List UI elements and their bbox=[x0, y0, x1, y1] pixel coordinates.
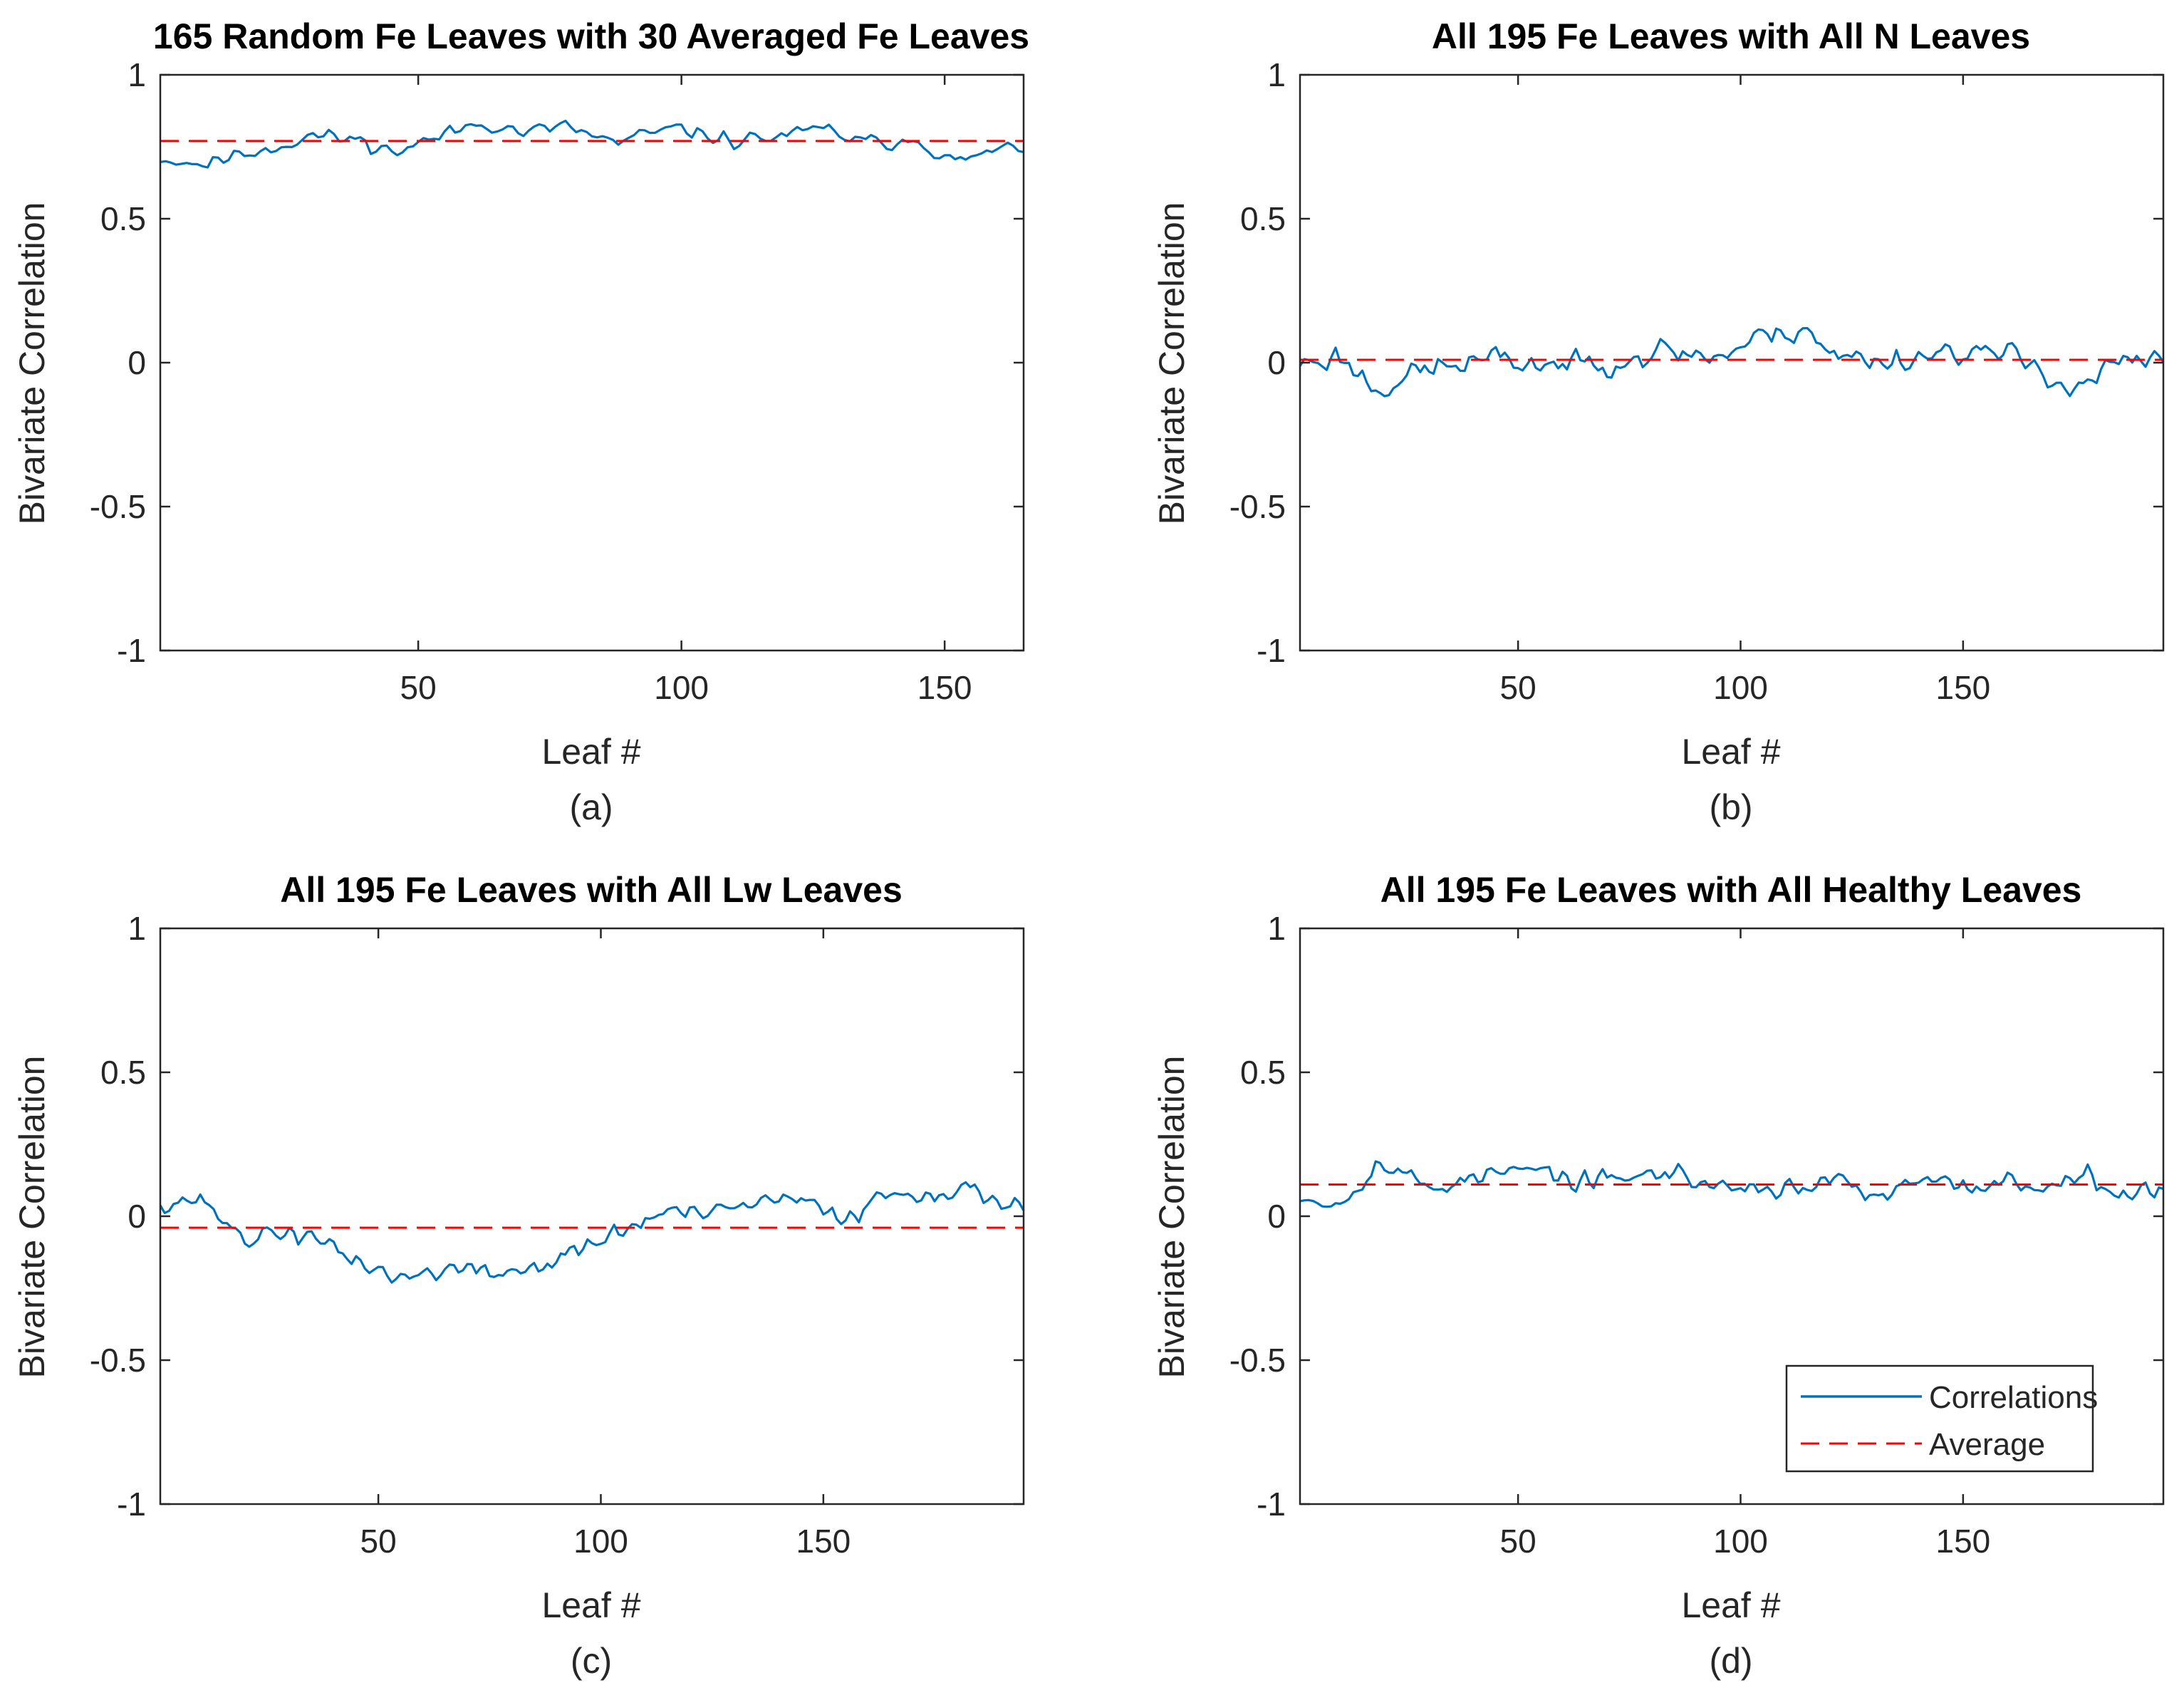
panel-c: All 195 Fe Leaves with All Lw Leaves 50 1… bbox=[12, 870, 1025, 1681]
panel-d-xlabel: Leaf # bbox=[1681, 1585, 1780, 1625]
panel-b-ytick-label: 1 bbox=[1267, 56, 1286, 93]
legend: Correlations Average bbox=[1785, 1364, 2098, 1473]
panel-c-correlations-line bbox=[159, 1181, 1025, 1284]
panel-d-ylabel: Bivariate Correlation bbox=[1152, 1056, 1192, 1379]
panel-d-caption: (d) bbox=[1709, 1641, 1752, 1681]
panel-b-axes-box bbox=[1299, 73, 2165, 652]
panel-d-title: All 195 Fe Leaves with All Healthy Leave… bbox=[1380, 870, 2082, 910]
panel-a-xtick-label: 100 bbox=[654, 669, 709, 706]
panel-c-ytick-label: -0.5 bbox=[90, 1342, 146, 1379]
panel-d-ytick-label: 1 bbox=[1267, 910, 1286, 947]
panel-d-ytick-label: -0.5 bbox=[1229, 1342, 1286, 1379]
panel-a-xtick-label: 150 bbox=[917, 669, 972, 706]
panel-b-xtick-label: 100 bbox=[1713, 669, 1768, 706]
panel-c-xtick-label: 150 bbox=[796, 1523, 851, 1560]
panel-c-ytick-label: -1 bbox=[117, 1486, 146, 1523]
panel-c-ylabel: Bivariate Correlation bbox=[12, 1056, 52, 1379]
legend-box bbox=[1785, 1364, 2094, 1473]
panel-c-xtick-label: 50 bbox=[360, 1523, 397, 1560]
panel-a-ytick-label: 0.5 bbox=[100, 200, 146, 237]
panel-a-ytick-label: -1 bbox=[117, 632, 146, 669]
panel-a-ytick-label: 0 bbox=[128, 344, 146, 381]
panel-b-xtick-label: 50 bbox=[1500, 669, 1536, 706]
panel-b-plot-area: 50 100 150 -1 -0.5 0 0.5 1 bbox=[1229, 56, 2165, 706]
panel-c-ytick-label: 1 bbox=[128, 910, 146, 947]
panel-b-ytick-label: -0.5 bbox=[1229, 488, 1286, 525]
panel-b-ytick-label: -1 bbox=[1257, 632, 1286, 669]
panel-c-ytick-label: 0 bbox=[128, 1198, 146, 1235]
panel-a-plot-area: 50 100 150 -1 -0.5 0 0.5 1 bbox=[90, 56, 1025, 706]
panel-a-xtick-label: 50 bbox=[400, 669, 437, 706]
panel-b-ytick-label: 0 bbox=[1267, 344, 1286, 381]
panel-d-ytick-label: -1 bbox=[1257, 1486, 1286, 1523]
panel-c-xlabel: Leaf # bbox=[541, 1585, 640, 1625]
panel-b-ylabel: Bivariate Correlation bbox=[1152, 202, 1192, 525]
panel-b-title: All 195 Fe Leaves with All N Leaves bbox=[1432, 16, 2030, 56]
panel-a-title: 165 Random Fe Leaves with 30 Averaged Fe… bbox=[153, 16, 1029, 56]
panel-b-caption: (b) bbox=[1709, 787, 1752, 827]
panel-a: 165 Random Fe Leaves with 30 Averaged Fe… bbox=[12, 16, 1029, 827]
panel-d: All 195 Fe Leaves with All Healthy Leave… bbox=[1152, 870, 2165, 1681]
panel-c-ytick-label: 0.5 bbox=[100, 1054, 146, 1091]
panel-b-ytick-label: 0.5 bbox=[1240, 200, 1286, 237]
panel-c-caption: (c) bbox=[571, 1641, 612, 1681]
panel-d-xtick-label: 100 bbox=[1713, 1523, 1768, 1560]
panel-d-plot-area: 50 100 150 -1 -0.5 0 0.5 1 bbox=[1229, 910, 2165, 1560]
panel-a-xlabel: Leaf # bbox=[541, 732, 640, 772]
panel-c-plot-area: 50 100 150 -1 -0.5 0 0.5 1 bbox=[90, 910, 1025, 1560]
panel-b-xlabel: Leaf # bbox=[1681, 732, 1780, 772]
panel-b: All 195 Fe Leaves with All N Leaves 50 10… bbox=[1152, 16, 2165, 827]
panel-d-xtick-label: 150 bbox=[1935, 1523, 1990, 1560]
panel-b-correlations-line bbox=[1299, 327, 2165, 398]
panel-a-ytick-label: 1 bbox=[128, 56, 146, 93]
panel-d-ytick-label: 0 bbox=[1267, 1198, 1286, 1235]
panel-a-caption: (a) bbox=[569, 787, 613, 827]
legend-average-label: Average bbox=[1929, 1427, 2045, 1462]
panel-b-xtick-label: 150 bbox=[1935, 669, 1990, 706]
panel-c-axes-box bbox=[159, 927, 1025, 1506]
panel-a-correlations-line bbox=[160, 120, 1024, 169]
legend-correlations-label: Correlations bbox=[1929, 1380, 2098, 1415]
panel-c-xtick-label: 100 bbox=[573, 1523, 628, 1560]
panel-a-axes-box bbox=[159, 73, 1025, 652]
panel-c-title: All 195 Fe Leaves with All Lw Leaves bbox=[280, 870, 903, 910]
panel-d-ytick-label: 0.5 bbox=[1240, 1054, 1286, 1091]
panel-a-ylabel: Bivariate Correlation bbox=[12, 202, 52, 525]
panel-d-xtick-label: 50 bbox=[1500, 1523, 1536, 1560]
panel-a-ytick-label: -0.5 bbox=[90, 488, 146, 525]
panel-d-correlations-line bbox=[1299, 1160, 2164, 1208]
